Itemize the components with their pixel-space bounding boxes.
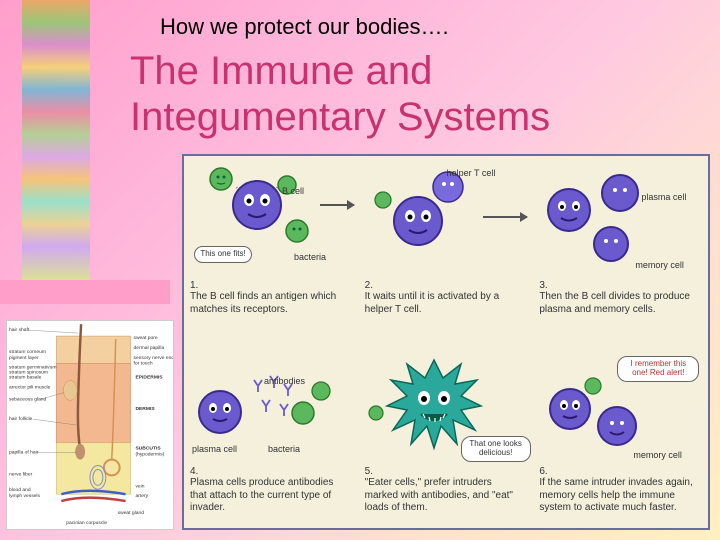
bacteria-icon: [367, 404, 385, 422]
label-helper-t: helper T cell: [447, 168, 496, 178]
svg-text:blood and: blood and: [9, 487, 31, 493]
svg-text:pigment layer: pigment layer: [9, 355, 39, 361]
step-caption: Plasma cells produce antibodies that att…: [190, 477, 353, 515]
svg-text:dermal papilla: dermal papilla: [133, 345, 164, 351]
step5-art: That one looks delicious!: [365, 346, 528, 464]
step-caption: Then the B cell divides to produce plasm…: [539, 291, 702, 316]
speech-bubble: This one fits!: [194, 246, 252, 263]
step1-art: B cell bacteria This one fits!: [190, 160, 353, 278]
skin-diagram-svg: hair shaft stratum corneum pigment layer…: [7, 321, 173, 529]
label-bacteria: bacteria: [294, 252, 326, 262]
label-memory: memory cell: [633, 450, 682, 460]
speech-bubble: I remember this one! Red alert!: [617, 356, 699, 382]
bacteria-icon: [310, 380, 332, 402]
immune-step-2: helper T cell 2. It waits until it is ac…: [359, 156, 534, 342]
svg-text:EPIDERMIS: EPIDERMIS: [135, 375, 163, 381]
svg-text:sweat gland: sweat gland: [118, 510, 145, 516]
step-number: 3.: [539, 280, 702, 291]
immune-panel: B cell bacteria This one fits! 1. The B …: [182, 154, 710, 530]
step-number: 4.: [190, 466, 353, 477]
svg-text:hair shaft: hair shaft: [9, 327, 30, 333]
step2-art: helper T cell: [365, 160, 528, 278]
svg-text:nerve fiber: nerve fiber: [9, 471, 33, 477]
plasma-cell-icon: [545, 186, 593, 234]
arrow-icon: [483, 216, 527, 218]
svg-text:for touch: for touch: [133, 361, 152, 367]
svg-text:pacinian corpuscle: pacinian corpuscle: [66, 520, 107, 526]
label-plasma: plasma cell: [192, 444, 237, 454]
label-memory: memory cell: [635, 260, 684, 270]
step-caption: "Eater cells," prefer intruders marked w…: [365, 477, 528, 515]
svg-text:lymph vessels: lymph vessels: [9, 493, 41, 499]
step3-art: plasma cell memory cell: [539, 160, 702, 278]
immune-step-5: That one looks delicious! 5. "Eater cell…: [359, 342, 534, 528]
svg-text:SUBCUTIS: SUBCUTIS: [135, 446, 161, 452]
svg-text:(hypodermis): (hypodermis): [135, 452, 164, 458]
bacteria-icon: [290, 400, 316, 426]
speech-bubble: That one looks delicious!: [461, 436, 531, 462]
step-number: 5.: [365, 466, 528, 477]
slide-title: The Immune and Integumentary Systems: [130, 48, 550, 140]
memory-cell-icon: [595, 404, 639, 448]
svg-text:stratum corneum: stratum corneum: [9, 349, 46, 355]
svg-text:papilla of hair: papilla of hair: [9, 450, 39, 456]
svg-text:artery: artery: [135, 493, 148, 499]
memory-cell-icon: [591, 224, 631, 264]
label-antibodies: antibodies: [264, 376, 305, 386]
label-bacteria: bacteria: [268, 444, 300, 454]
step-number: 1.: [190, 280, 353, 291]
bacteria-icon: [208, 166, 234, 192]
step4-art: plasma cell antibodies bacteria: [190, 346, 353, 464]
bacteria-icon: [373, 190, 393, 210]
arrow-icon: [320, 204, 354, 206]
title-line-1: The Immune and: [130, 49, 432, 93]
svg-text:stratum basale: stratum basale: [9, 375, 42, 381]
immune-step-3: plasma cell memory cell 3. Then the B ce…: [533, 156, 708, 342]
step6-art: I remember this one! Red alert! memory c…: [539, 346, 702, 464]
svg-text:vein: vein: [135, 483, 144, 489]
decorative-bar: [0, 280, 170, 304]
step-caption: It waits until it is activated by a help…: [365, 291, 528, 316]
svg-text:sensory nerve ending: sensory nerve ending: [133, 355, 173, 361]
slide-subtitle: How we protect our bodies….: [160, 14, 449, 40]
step-number: 6.: [539, 466, 702, 477]
svg-text:arrector pili muscle: arrector pili muscle: [9, 384, 51, 390]
title-line-2: Integumentary Systems: [130, 95, 550, 139]
skin-diagram: hair shaft stratum corneum pigment layer…: [6, 320, 174, 530]
immune-step-1: B cell bacteria This one fits! 1. The B …: [184, 156, 359, 342]
plasma-cell-icon: [196, 388, 244, 436]
svg-text:sweat pore: sweat pore: [133, 335, 157, 341]
label-plasma: plasma cell: [641, 192, 686, 202]
step-number: 2.: [365, 280, 528, 291]
bacteria-icon: [583, 376, 603, 396]
bacteria-icon: [284, 218, 310, 244]
svg-text:hair follicle: hair follicle: [9, 416, 33, 422]
step-caption: The B cell finds an antigen which matche…: [190, 291, 353, 316]
immune-step-4: plasma cell antibodies bacteria 4. Plasm…: [184, 342, 359, 528]
immune-step-6: I remember this one! Red alert! memory c…: [533, 342, 708, 528]
svg-text:DERMIS: DERMIS: [135, 406, 155, 412]
b-cell-icon: [391, 194, 445, 248]
decorative-strip: [22, 0, 90, 280]
label-bcell: B cell: [282, 186, 304, 196]
plasma-cell-icon: [599, 172, 641, 214]
step-caption: If the same intruder invades again, memo…: [539, 477, 702, 515]
